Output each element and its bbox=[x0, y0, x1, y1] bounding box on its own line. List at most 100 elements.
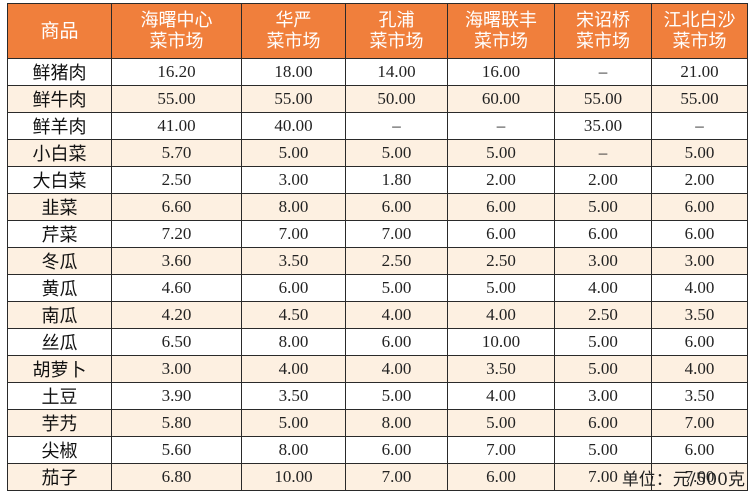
price-cell: 8.00 bbox=[241, 193, 346, 221]
price-cell: 2.50 bbox=[345, 247, 448, 275]
column-header-line: 菜市场 bbox=[369, 31, 424, 52]
price-cell: 40.00 bbox=[241, 112, 346, 140]
price-cell: 5.00 bbox=[554, 436, 652, 464]
price-cell: 41.00 bbox=[111, 112, 242, 140]
price-cell: – bbox=[651, 112, 748, 140]
price-cell: 55.00 bbox=[111, 85, 242, 113]
item-name-cell: 鲜羊肉 bbox=[7, 112, 112, 140]
price-cell: 3.50 bbox=[241, 247, 346, 275]
price-cell: 2.50 bbox=[447, 247, 555, 275]
price-cell: 5.00 bbox=[554, 193, 652, 221]
item-name-cell: 芋艿 bbox=[7, 409, 112, 437]
price-cell: 2.50 bbox=[554, 301, 652, 329]
item-name-cell: 韭菜 bbox=[7, 193, 112, 221]
price-cell: 4.60 bbox=[111, 274, 242, 302]
price-cell: 6.50 bbox=[111, 328, 242, 356]
price-cell: 6.00 bbox=[554, 409, 652, 437]
price-cell: 3.60 bbox=[111, 247, 242, 275]
column-header-market: 孔浦 菜市场 bbox=[345, 3, 448, 59]
column-header-line: 孔浦 bbox=[378, 10, 415, 31]
price-cell: 3.00 bbox=[241, 166, 346, 194]
item-name-cell: 鲜猪肉 bbox=[7, 58, 112, 86]
price-cell: 5.00 bbox=[651, 139, 748, 167]
price-cell: 5.00 bbox=[447, 274, 555, 302]
price-cell: 6.00 bbox=[651, 193, 748, 221]
item-name-cell: 胡萝卜 bbox=[7, 355, 112, 383]
price-cell: 3.00 bbox=[651, 247, 748, 275]
price-cell: 18.00 bbox=[241, 58, 346, 86]
price-cell: 7.00 bbox=[447, 436, 555, 464]
price-cell: 4.00 bbox=[345, 301, 448, 329]
column-header-market: 华严 菜市场 bbox=[241, 3, 346, 59]
column-header-item: 商品 bbox=[7, 3, 112, 59]
price-cell: 60.00 bbox=[447, 85, 555, 113]
price-cell: 3.50 bbox=[651, 301, 748, 329]
price-cell: 10.00 bbox=[241, 463, 346, 491]
price-cell: 6.00 bbox=[447, 193, 555, 221]
price-cell: 7.00 bbox=[554, 463, 652, 491]
price-cell: 5.00 bbox=[241, 139, 346, 167]
column-header-line: 菜市场 bbox=[474, 31, 528, 52]
table-row: 丝瓜 6.50 8.00 6.00 10.00 5.00 6.00 bbox=[7, 328, 748, 356]
item-name-cell: 丝瓜 bbox=[7, 328, 112, 356]
column-header-line: 宋诏桥 bbox=[576, 10, 630, 31]
item-name-cell: 茄子 bbox=[7, 463, 112, 491]
price-cell: 4.00 bbox=[554, 274, 652, 302]
price-cell: 2.50 bbox=[111, 166, 242, 194]
table-row: 茄子 6.80 10.00 7.00 6.00 7.00 7.00 bbox=[7, 463, 748, 491]
price-cell: 5.60 bbox=[111, 436, 242, 464]
item-name-cell: 小白菜 bbox=[7, 139, 112, 167]
price-cell: 2.00 bbox=[554, 166, 652, 194]
table-row: 尖椒 5.60 8.00 6.00 7.00 5.00 6.00 bbox=[7, 436, 748, 464]
price-cell: 8.00 bbox=[241, 328, 346, 356]
price-cell: – bbox=[447, 112, 555, 140]
price-cell: 6.00 bbox=[651, 436, 748, 464]
column-header-line: 江北白沙 bbox=[663, 10, 736, 31]
price-cell: 6.00 bbox=[554, 220, 652, 248]
table-row: 大白菜 2.50 3.00 1.80 2.00 2.00 2.00 bbox=[7, 166, 748, 194]
price-cell: – bbox=[345, 112, 448, 140]
price-cell: 8.00 bbox=[345, 409, 448, 437]
price-cell: 6.60 bbox=[111, 193, 242, 221]
price-cell: 4.00 bbox=[447, 382, 555, 410]
price-cell: 6.00 bbox=[345, 328, 448, 356]
price-cell: 6.00 bbox=[651, 328, 748, 356]
table-row: 鲜猪肉 16.20 18.00 14.00 16.00–21.00 bbox=[7, 58, 748, 86]
column-header-line: 菜市场 bbox=[266, 31, 321, 52]
table-row: 鲜羊肉 41.00 40.00– –35.00– bbox=[7, 112, 748, 140]
price-cell: 3.50 bbox=[651, 382, 748, 410]
price-cell: 5.00 bbox=[554, 355, 652, 383]
item-name-cell: 南瓜 bbox=[7, 301, 112, 329]
price-cell: 3.00 bbox=[554, 247, 652, 275]
price-cell: 7.00 bbox=[651, 463, 748, 491]
price-cell: 3.00 bbox=[554, 382, 652, 410]
price-cell: 7.00 bbox=[345, 220, 448, 248]
column-header-market: 海曙联丰 菜市场 bbox=[447, 3, 555, 59]
price-cell: 55.00 bbox=[554, 85, 652, 113]
price-cell: 3.00 bbox=[111, 355, 242, 383]
price-cell: 55.00 bbox=[241, 85, 346, 113]
table-row: 鲜牛肉 55.00 55.00 50.00 60.00 55.00 55.00 bbox=[7, 85, 748, 113]
price-cell: 50.00 bbox=[345, 85, 448, 113]
price-cell: 3.90 bbox=[111, 382, 242, 410]
price-cell: 6.00 bbox=[241, 274, 346, 302]
column-header-line: 海曙联丰 bbox=[465, 10, 537, 31]
price-cell: 4.50 bbox=[241, 301, 346, 329]
column-header-line: 菜市场 bbox=[576, 31, 630, 52]
table-row: 韭菜 6.60 8.00 6.00 6.00 5.00 6.00 bbox=[7, 193, 748, 221]
price-cell: 6.00 bbox=[651, 220, 748, 248]
column-header-line: 海曙中心 bbox=[140, 10, 213, 31]
table-row: 胡萝卜 3.00 4.00 4.00 3.50 5.00 4.00 bbox=[7, 355, 748, 383]
item-name-cell: 大白菜 bbox=[7, 166, 112, 194]
table-header: 商品 海曙中心 菜市场 华严 菜市场 孔浦 菜市场 海曙联丰 菜市场 宋诏桥 菜市场 江北白沙 菜市场 bbox=[7, 3, 748, 59]
price-cell: 3.50 bbox=[447, 355, 555, 383]
column-header-market: 宋诏桥 菜市场 bbox=[554, 3, 652, 59]
price-cell: 1.80 bbox=[345, 166, 448, 194]
price-cell: 4.00 bbox=[651, 274, 748, 302]
price-cell: 7.00 bbox=[241, 220, 346, 248]
price-cell: 14.00 bbox=[345, 58, 448, 86]
price-cell: 5.00 bbox=[447, 409, 555, 437]
price-cell: 2.00 bbox=[447, 166, 555, 194]
table-row: 南瓜 4.20 4.50 4.00 4.00 2.50 3.50 bbox=[7, 301, 748, 329]
price-cell: – bbox=[554, 58, 652, 86]
